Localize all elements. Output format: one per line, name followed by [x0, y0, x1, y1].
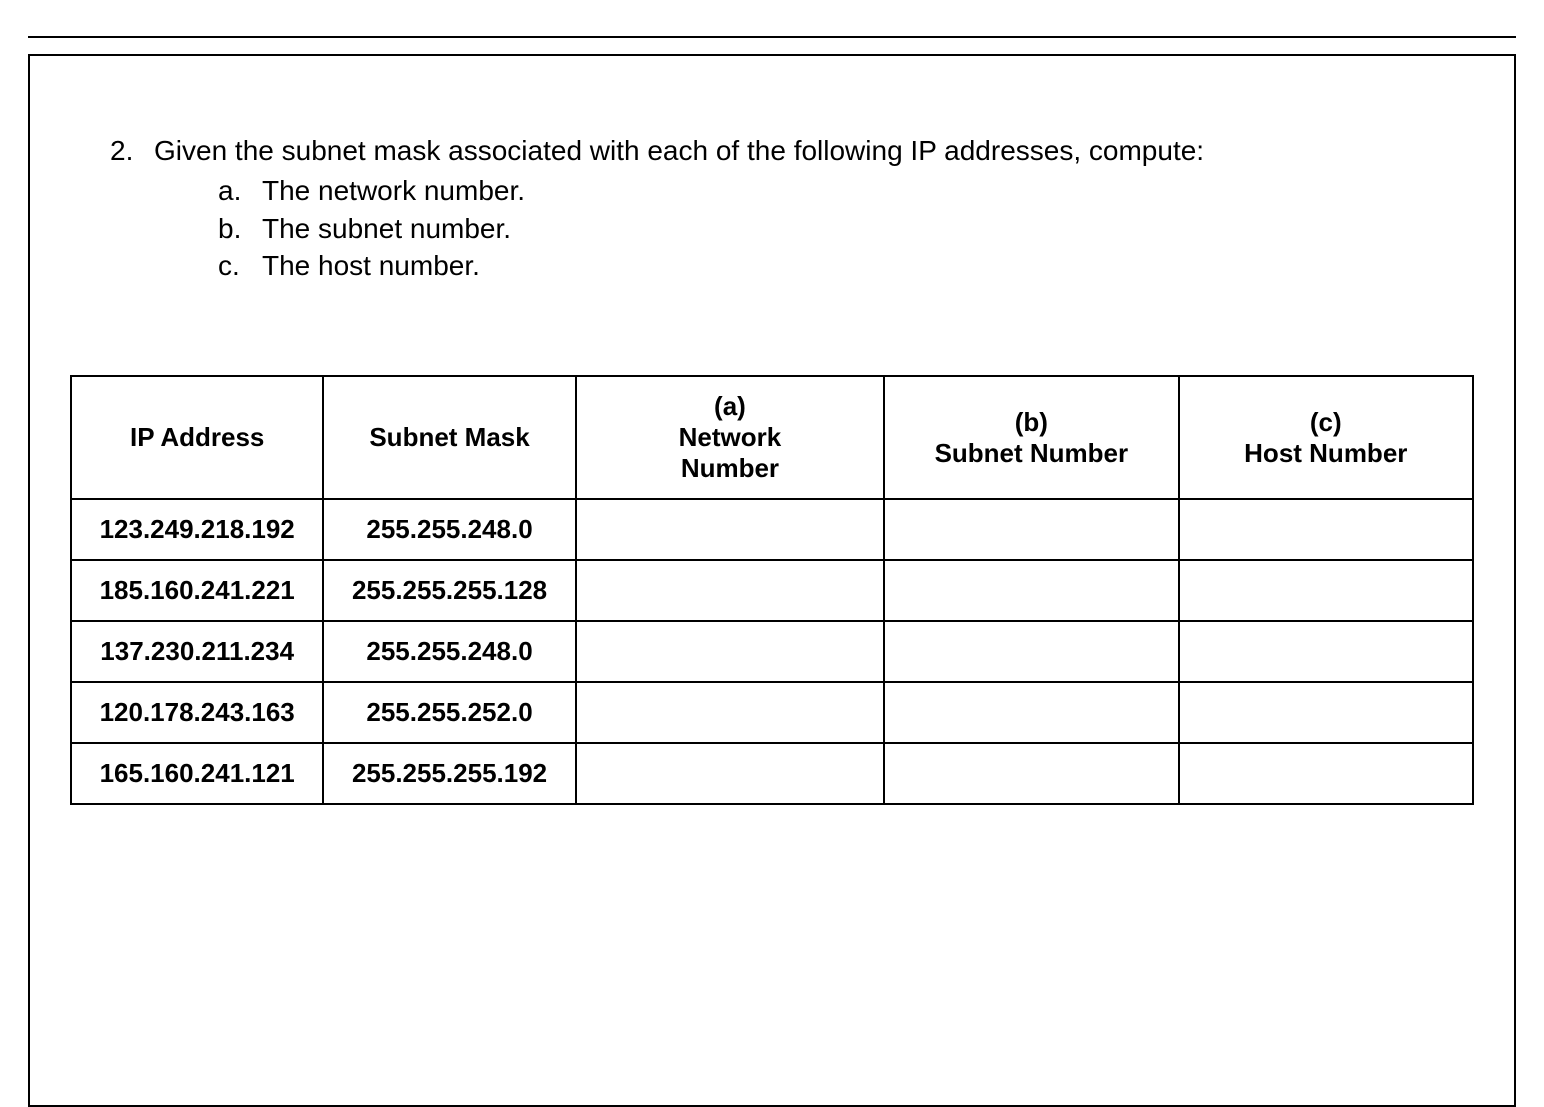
header-line: (a) — [585, 391, 875, 422]
cell-ip: 185.160.241.221 — [71, 560, 323, 621]
question-block: 2. Given the subnet mask associated with… — [110, 132, 1494, 285]
question-text: Given the subnet mask associated with ea… — [154, 132, 1204, 170]
sub-item-text: The host number. — [262, 247, 480, 285]
cell-ip: 123.249.218.192 — [71, 499, 323, 560]
header-line: (b) — [893, 407, 1169, 438]
sub-item: b. The subnet number. — [218, 210, 1494, 248]
cell-ip: 120.178.243.163 — [71, 682, 323, 743]
sub-item-text: The network number. — [262, 172, 525, 210]
sub-item: a. The network number. — [218, 172, 1494, 210]
cell-mask: 255.255.248.0 — [323, 621, 575, 682]
header-line: Subnet Mask — [332, 422, 566, 453]
cell-network-number — [576, 499, 884, 560]
cell-mask: 255.255.255.128 — [323, 560, 575, 621]
cell-host-number — [1179, 743, 1473, 804]
header-line: (c) — [1188, 407, 1464, 438]
col-host-number: (c) Host Number — [1179, 376, 1473, 499]
cell-network-number — [576, 560, 884, 621]
cell-host-number — [1179, 560, 1473, 621]
table-header-row: IP Address Subnet Mask (a) Network Numbe… — [71, 376, 1473, 499]
col-subnet-mask: Subnet Mask — [323, 376, 575, 499]
header-line: Subnet Number — [893, 438, 1169, 469]
sub-item-letter: a. — [218, 172, 262, 210]
cell-subnet-number — [884, 621, 1178, 682]
cell-mask: 255.255.255.192 — [323, 743, 575, 804]
question-main: 2. Given the subnet mask associated with… — [110, 132, 1494, 170]
header-line: Number — [585, 453, 875, 484]
header-line: Network — [585, 422, 875, 453]
header-line: Host Number — [1188, 438, 1464, 469]
header-line: IP Address — [80, 422, 314, 453]
table-row: 185.160.241.221 255.255.255.128 — [71, 560, 1473, 621]
col-network-number: (a) Network Number — [576, 376, 884, 499]
table-row: 123.249.218.192 255.255.248.0 — [71, 499, 1473, 560]
sub-item-text: The subnet number. — [262, 210, 511, 248]
table-row: 165.160.241.121 255.255.255.192 — [71, 743, 1473, 804]
page-top-rule — [28, 36, 1516, 38]
subnet-table: IP Address Subnet Mask (a) Network Numbe… — [70, 375, 1474, 805]
sub-item-letter: c. — [218, 247, 262, 285]
cell-subnet-number — [884, 560, 1178, 621]
question-number: 2. — [110, 132, 154, 170]
cell-subnet-number — [884, 743, 1178, 804]
col-subnet-number: (b) Subnet Number — [884, 376, 1178, 499]
cell-mask: 255.255.248.0 — [323, 499, 575, 560]
question-sublist: a. The network number. b. The subnet num… — [218, 172, 1494, 285]
cell-host-number — [1179, 621, 1473, 682]
cell-ip: 137.230.211.234 — [71, 621, 323, 682]
col-ip-address: IP Address — [71, 376, 323, 499]
cell-mask: 255.255.252.0 — [323, 682, 575, 743]
table-row: 120.178.243.163 255.255.252.0 — [71, 682, 1473, 743]
table-row: 137.230.211.234 255.255.248.0 — [71, 621, 1473, 682]
cell-subnet-number — [884, 682, 1178, 743]
sub-item-letter: b. — [218, 210, 262, 248]
cell-network-number — [576, 621, 884, 682]
cell-network-number — [576, 743, 884, 804]
page-container: 2. Given the subnet mask associated with… — [28, 54, 1516, 1107]
cell-host-number — [1179, 682, 1473, 743]
cell-subnet-number — [884, 499, 1178, 560]
sub-item: c. The host number. — [218, 247, 1494, 285]
cell-host-number — [1179, 499, 1473, 560]
cell-ip: 165.160.241.121 — [71, 743, 323, 804]
cell-network-number — [576, 682, 884, 743]
